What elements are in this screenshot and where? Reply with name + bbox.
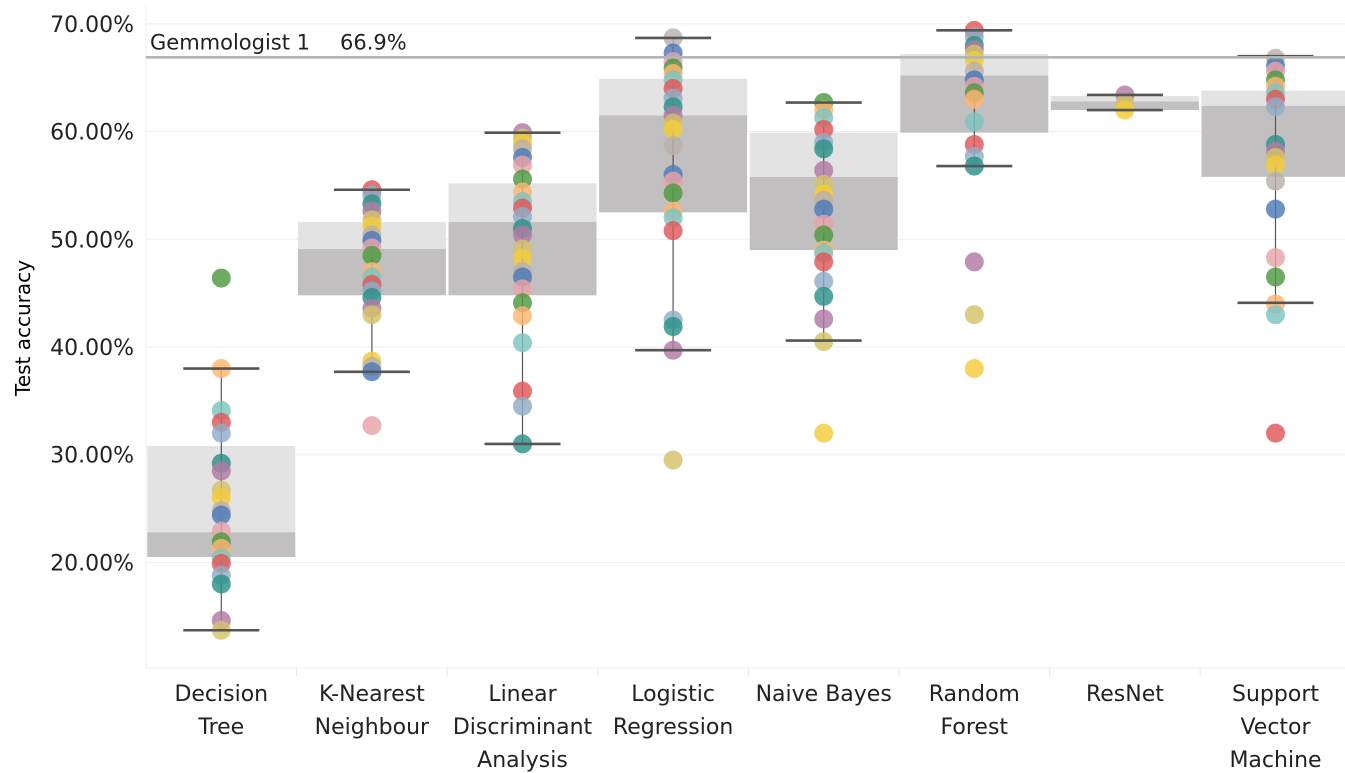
- category-label: ResNet: [1086, 682, 1164, 707]
- reference-line-value: 66.9%: [340, 30, 407, 54]
- category-label: Regression: [613, 715, 733, 740]
- data-point: [814, 309, 834, 329]
- data-point: [814, 286, 834, 306]
- y-tick-label: 50.00%: [50, 228, 134, 253]
- data-point: [513, 225, 532, 245]
- data-point: [663, 119, 683, 139]
- data-point: [362, 245, 382, 265]
- data-point: [1266, 155, 1285, 175]
- point-layer: [211, 20, 1285, 640]
- data-point: [513, 381, 532, 401]
- y-tick-labels: 20.00% 30.00% 40.00% 50.00% 60.00% 70.00%: [50, 13, 134, 577]
- data-point: [814, 225, 834, 245]
- data-point: [964, 359, 984, 379]
- data-point: [814, 139, 834, 159]
- data-point: [513, 279, 532, 299]
- data-point: [211, 423, 231, 443]
- category-label: Forest: [941, 715, 1009, 740]
- category-label: Linear: [488, 682, 557, 707]
- data-point: [1266, 305, 1285, 325]
- whisker-layer: [183, 29, 1314, 632]
- data-point: [814, 160, 834, 180]
- box-layer: [147, 30, 1345, 631]
- y-tick-label: 60.00%: [50, 121, 134, 146]
- y-tick-label: 30.00%: [50, 444, 134, 469]
- category-label: Vector: [1240, 715, 1311, 740]
- data-point: [1266, 423, 1285, 443]
- data-point: [964, 252, 984, 272]
- data-point: [814, 271, 834, 291]
- data-point: [663, 317, 683, 337]
- reference-line-label: Gemmologist 1: [150, 30, 310, 54]
- category-label: Machine: [1229, 748, 1321, 773]
- data-point: [362, 305, 382, 325]
- category-label: Neighbour: [315, 715, 430, 740]
- data-point: [211, 461, 231, 481]
- category-label: Analysis: [477, 748, 568, 773]
- data-point: [964, 305, 984, 325]
- y-axis-title: Test accuracy: [11, 260, 35, 397]
- category-label: Discriminant: [453, 715, 593, 740]
- data-point: [1266, 267, 1285, 287]
- category-label: Logistic: [631, 682, 715, 707]
- y-tick-label: 40.00%: [50, 336, 134, 361]
- data-point: [211, 268, 231, 288]
- category-label: Tree: [197, 715, 244, 740]
- reference-line-layer: Gemmologist 1 66.9%: [146, 30, 1345, 59]
- data-point: [211, 574, 231, 594]
- data-point: [362, 416, 382, 436]
- data-point: [1266, 248, 1285, 268]
- data-point: [663, 450, 683, 470]
- data-point: [663, 136, 683, 156]
- data-point: [814, 199, 834, 219]
- y-tick-label: 20.00%: [50, 551, 134, 576]
- data-point: [1266, 199, 1285, 219]
- data-point: [663, 183, 683, 203]
- category-labels: Decision Tree K-Nearest Neighbour Linear Disc…: [174, 682, 1321, 773]
- data-point: [513, 155, 532, 175]
- data-point: [814, 423, 834, 443]
- category-label: Naive Bayes: [756, 682, 892, 707]
- category-label: Decision: [174, 682, 268, 707]
- y-tick-label: 70.00%: [50, 13, 134, 38]
- data-point: [663, 221, 683, 241]
- data-point: [964, 112, 984, 132]
- category-label: Random: [929, 682, 1020, 707]
- category-label: Support: [1232, 682, 1319, 707]
- data-point: [211, 505, 231, 525]
- data-point: [513, 396, 532, 416]
- data-point: [1266, 97, 1285, 117]
- data-point: [513, 306, 532, 326]
- data-point: [814, 252, 834, 272]
- data-point: [513, 333, 532, 353]
- category-label: K-Nearest: [319, 682, 425, 707]
- data-point: [964, 89, 984, 109]
- data-point: [1266, 171, 1285, 191]
